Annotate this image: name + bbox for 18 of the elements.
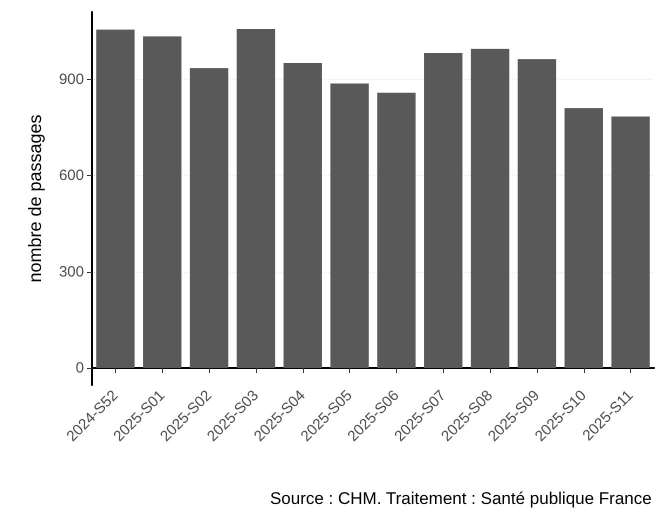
- y-axis-title: nombre de passages: [25, 114, 45, 283]
- source-note: Source : CHM. Traitement : Santé publique France: [270, 489, 652, 508]
- bar: [143, 36, 182, 368]
- bar: [284, 62, 322, 368]
- y-tick-label: 0: [76, 360, 84, 377]
- bar: [96, 30, 135, 368]
- bar: [470, 48, 510, 368]
- y-tick-label: 900: [58, 71, 84, 88]
- bar: [611, 116, 650, 368]
- bar: [424, 53, 462, 368]
- bar: [330, 83, 369, 368]
- bar: [377, 92, 416, 368]
- y-tick-label: 300: [58, 263, 84, 280]
- y-tick-label: 600: [58, 167, 84, 184]
- bar: [564, 108, 603, 368]
- bar: [518, 59, 556, 368]
- bar: [236, 28, 276, 368]
- bar: [190, 68, 228, 368]
